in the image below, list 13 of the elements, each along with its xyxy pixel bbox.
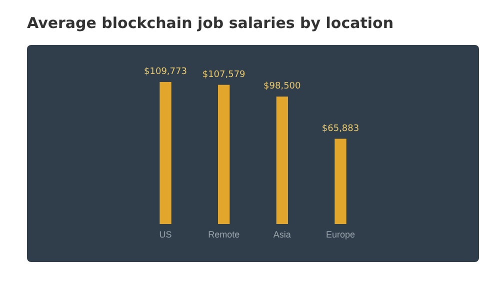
- bar: [276, 96, 288, 224]
- x-tick-label: Europe: [326, 229, 356, 240]
- chart-title: Average blockchain job salaries by location: [27, 14, 394, 32]
- x-tick-label: US: [159, 229, 172, 240]
- data-label: $107,579: [202, 70, 246, 80]
- bar: [218, 84, 230, 224]
- data-label: $98,500: [264, 82, 302, 92]
- bar: [334, 138, 346, 224]
- data-label: $109,773: [144, 67, 187, 77]
- data-label: $65,883: [322, 124, 360, 134]
- x-tick-label: Remote: [208, 229, 240, 240]
- x-tick-label: Asia: [273, 229, 291, 240]
- bar: [160, 82, 172, 224]
